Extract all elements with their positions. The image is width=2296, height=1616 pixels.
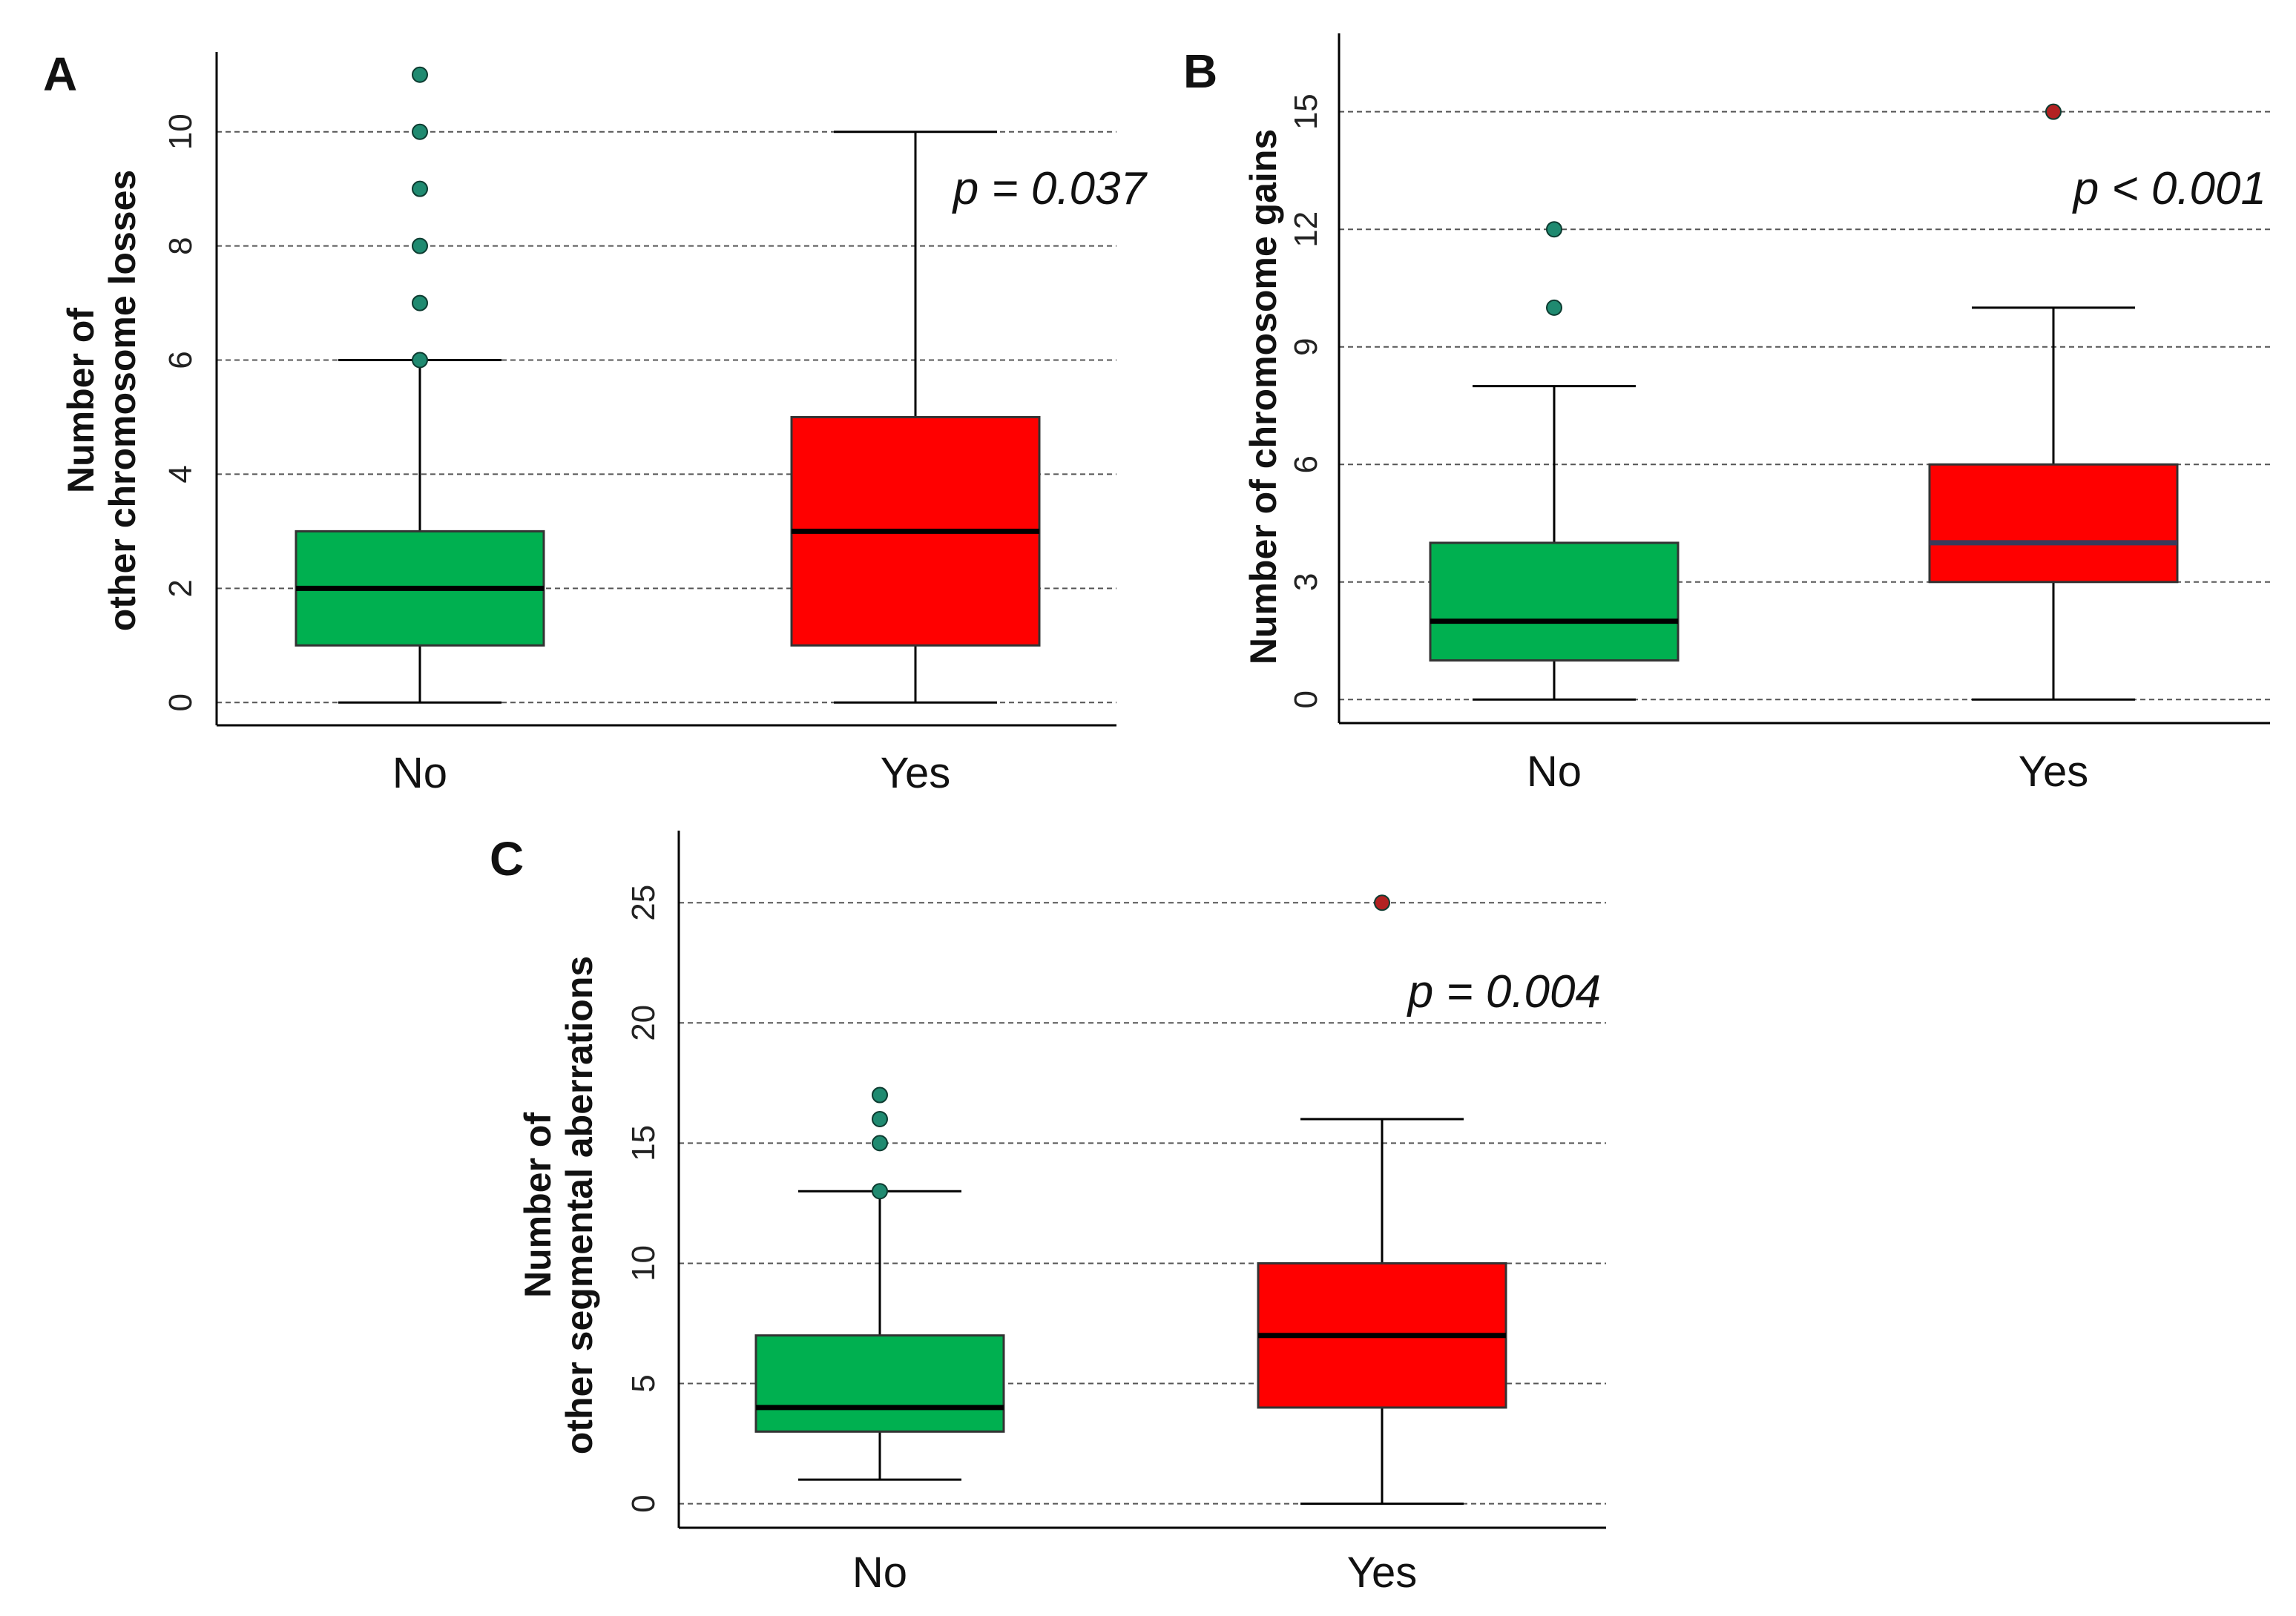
- x-category-label: No: [852, 1549, 907, 1597]
- outlier-point: [872, 1110, 888, 1127]
- panel-b: 0 3 6 9 12 15 No Yes Number of chromosome gains B…: [1183, 33, 2270, 796]
- box-yes: [1257, 894, 1507, 1505]
- y-tick-label: 3: [1288, 573, 1324, 591]
- box-no: [295, 66, 545, 704]
- y-axis-title: other segmental aberrations: [559, 956, 600, 1454]
- box-no: [754, 1086, 1005, 1481]
- panel-label: A: [43, 47, 77, 101]
- iqr-box: [1928, 463, 2179, 584]
- y-tick-label: 15: [625, 1125, 662, 1161]
- panel-a: 0 2 4 6 8 10 No Yes Number of other chromosome lo…: [43, 47, 1148, 797]
- outlier-point: [412, 352, 428, 369]
- y-axis-title: Number of: [517, 1112, 559, 1298]
- y-tick-label: 0: [625, 1494, 662, 1512]
- outlier-point: [412, 123, 428, 140]
- y-axis-title: other chromosome losses: [102, 170, 143, 631]
- outlier-point: [2045, 103, 2062, 120]
- panel-label: B: [1183, 44, 1217, 98]
- outlier-point: [872, 1183, 888, 1200]
- y-tick-label: 0: [162, 693, 199, 711]
- y-tick-label: 9: [1288, 337, 1324, 355]
- panel-c: 0 5 10 15 20 25 No Yes Number of other segmental …: [490, 831, 1606, 1597]
- outlier-point: [412, 66, 428, 83]
- y-tick-label: 4: [162, 465, 199, 483]
- y-tick-label: 6: [1288, 455, 1324, 473]
- x-category-label: No: [1527, 748, 1582, 796]
- p-value-annotation: p < 0.001: [2072, 163, 2266, 214]
- y-tick-label: 8: [162, 237, 199, 254]
- box-yes: [1928, 103, 2179, 701]
- y-tick-label: 20: [625, 1005, 662, 1041]
- y-axis-title: Number of chromosome gains: [1243, 129, 1284, 664]
- outlier-point: [1374, 894, 1390, 911]
- x-category-label: Yes: [1347, 1549, 1418, 1597]
- p-value-annotation: p = 0.004: [1407, 966, 1601, 1018]
- y-tick-label: 5: [625, 1374, 662, 1392]
- outlier-point: [1546, 221, 1562, 238]
- panel-label: C: [490, 832, 524, 885]
- y-tick-label: 25: [625, 885, 662, 921]
- y-tick-label: 0: [1288, 690, 1324, 708]
- x-category-label: Yes: [881, 749, 951, 797]
- x-category-label: No: [392, 749, 447, 797]
- y-tick-label: 10: [162, 113, 199, 150]
- box-no: [1429, 221, 1680, 701]
- p-value-annotation: p = 0.037: [952, 163, 1148, 214]
- y-tick-label: 10: [625, 1245, 662, 1282]
- y-axis-title: Number of: [60, 308, 102, 493]
- x-category-label: Yes: [2019, 748, 2089, 796]
- outlier-point: [412, 180, 428, 197]
- y-tick-label: 15: [1288, 93, 1324, 130]
- iqr-box: [754, 1334, 1005, 1433]
- outlier-point: [412, 294, 428, 311]
- y-tick-label: 2: [162, 579, 199, 597]
- outlier-point: [412, 237, 428, 254]
- outlier-point: [872, 1086, 888, 1104]
- iqr-box: [1429, 541, 1680, 662]
- box-yes: [790, 131, 1041, 704]
- outlier-point: [1546, 299, 1562, 316]
- outlier-point: [872, 1135, 888, 1152]
- y-tick-label: 12: [1288, 211, 1324, 248]
- y-tick-label: 6: [162, 351, 199, 369]
